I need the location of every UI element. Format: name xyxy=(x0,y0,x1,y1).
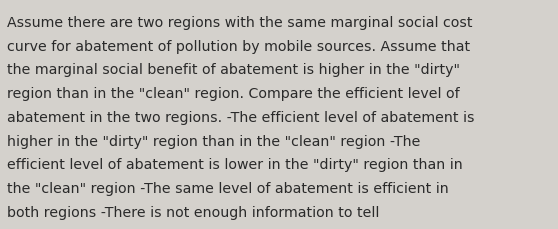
Text: both regions -There is not enough information to tell: both regions -There is not enough inform… xyxy=(7,205,379,219)
Text: curve for abatement of pollution by mobile sources. Assume that: curve for abatement of pollution by mobi… xyxy=(7,40,470,54)
Text: efficient level of abatement is lower in the "dirty" region than in: efficient level of abatement is lower in… xyxy=(7,158,463,172)
Text: higher in the "dirty" region than in the "clean" region -The: higher in the "dirty" region than in the… xyxy=(7,134,420,148)
Text: the "clean" region -The same level of abatement is efficient in: the "clean" region -The same level of ab… xyxy=(7,181,449,195)
Text: region than in the "clean" region. Compare the efficient level of: region than in the "clean" region. Compa… xyxy=(7,87,459,101)
Text: the marginal social benefit of abatement is higher in the "dirty": the marginal social benefit of abatement… xyxy=(7,63,460,77)
Text: Assume there are two regions with the same marginal social cost: Assume there are two regions with the sa… xyxy=(7,16,472,30)
Text: abatement in the two regions. -The efficient level of abatement is: abatement in the two regions. -The effic… xyxy=(7,110,474,124)
